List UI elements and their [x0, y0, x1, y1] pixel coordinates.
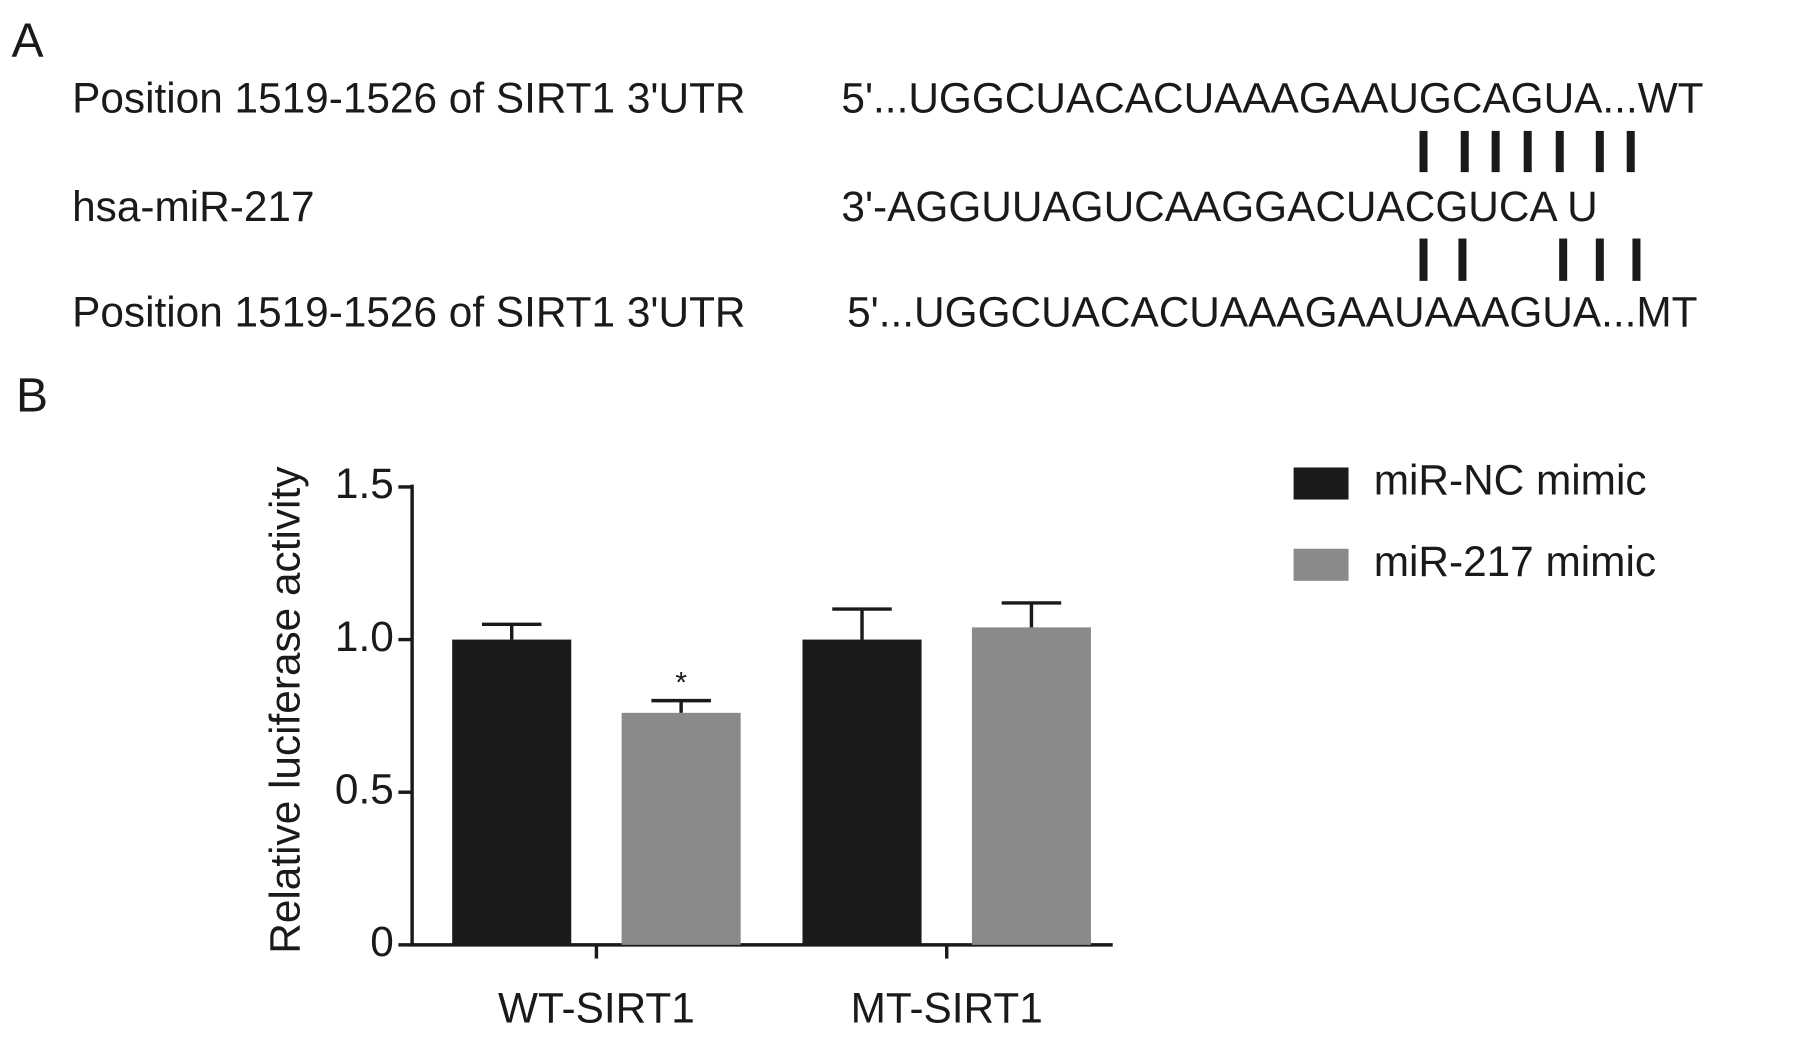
row-name: Position 1519-1526 of SIRT1 3'UTR — [72, 288, 745, 335]
panel-label: A — [11, 14, 43, 68]
panel-label: B — [16, 369, 48, 423]
pair-line — [1491, 130, 1500, 173]
bar — [802, 639, 922, 945]
pair-line — [1555, 130, 1564, 173]
pair-line — [1419, 130, 1428, 173]
bar — [971, 627, 1091, 945]
pair-line — [1559, 238, 1568, 281]
sequence: 3'-AGGUUAGUCAAGGACUACGUCA U — [841, 183, 1597, 230]
sequence: 5'...UGGCUACACUAAAGAAUGCAGUA...WT — [841, 74, 1703, 121]
pair-line — [1460, 130, 1469, 173]
bar — [452, 639, 572, 945]
pair-line — [1458, 238, 1467, 281]
legend-swatch — [1293, 548, 1349, 581]
y-tick-label: 1.0 — [335, 613, 394, 660]
pair-line — [1595, 238, 1604, 281]
y-axis-label: Relative luciferase activity — [262, 466, 309, 954]
legend-label: miR-NC mimic — [1374, 457, 1647, 504]
legend-swatch — [1293, 467, 1349, 500]
y-tick-label: 1.5 — [335, 460, 394, 507]
x-tick-label: MT-SIRT1 — [851, 984, 1043, 1031]
row-name: Position 1519-1526 of SIRT1 3'UTR — [72, 74, 745, 121]
pairing-lines — [1419, 130, 1641, 281]
pair-line — [1523, 130, 1532, 173]
bar — [621, 712, 741, 945]
pair-line — [1595, 130, 1604, 173]
legend-label: miR-217 mimic — [1374, 538, 1656, 585]
sequence: 5'...UGGCUACACUAAAGAAUAAAGUA...MT — [847, 288, 1697, 335]
significance-marker: * — [675, 666, 687, 699]
pair-line — [1632, 238, 1641, 281]
x-tick-label: WT-SIRT1 — [498, 984, 695, 1031]
pair-line — [1419, 238, 1428, 281]
row-name: hsa-miR-217 — [72, 183, 314, 230]
y-tick-label: 0.5 — [335, 765, 394, 812]
y-tick-label: 0 — [370, 918, 394, 965]
pair-line — [1626, 130, 1635, 173]
